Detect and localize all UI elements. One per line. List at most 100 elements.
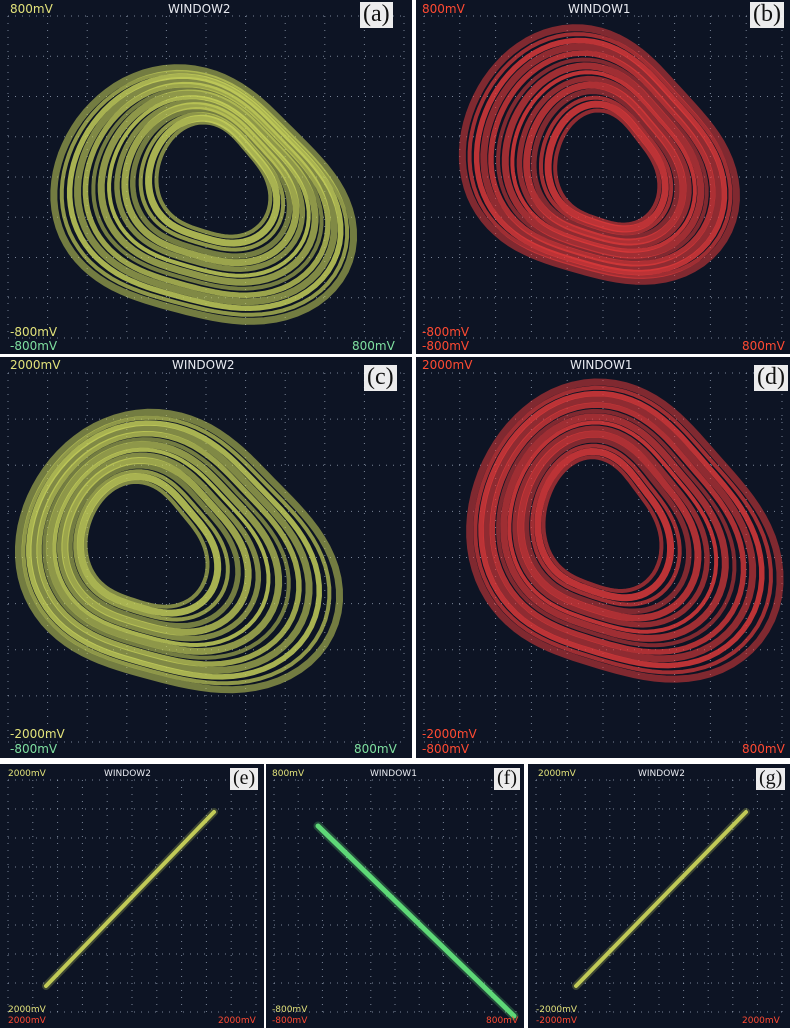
panel-tag: (f): [494, 768, 520, 790]
trace-path: [466, 378, 784, 683]
window-title: WINDOW1: [570, 358, 633, 372]
trace-path: [74, 76, 338, 306]
window-title: WINDOW1: [370, 769, 417, 779]
trace-path: [496, 57, 709, 262]
trace-path: [154, 120, 273, 239]
y-top-label: 800mV: [422, 2, 465, 16]
trace-path: [45, 440, 283, 655]
trace-path: [517, 430, 702, 622]
scope-screen-d: [423, 372, 784, 743]
trace-path: [500, 413, 729, 642]
scope-panel-a: 800mV WINDOW2 -800mV -800mV 800mV (a): [0, 0, 412, 354]
panel-tag: (b): [750, 2, 784, 28]
window-title: WINDOW2: [638, 769, 685, 779]
y-top-label: 2000mV: [8, 769, 46, 779]
trace-path: [73, 469, 230, 622]
x-left-label: -800mV: [422, 742, 470, 756]
scope-panel-c: 2000mV WINDOW2 -2000mV -800mV 800mV (c): [0, 357, 412, 758]
trace-path: [501, 62, 705, 259]
trace-path: [531, 88, 680, 241]
panel-tag: (g): [756, 768, 786, 790]
trace-path: [36, 430, 302, 667]
trace-path: [483, 395, 757, 663]
scope-panel-g: 2000mV WINDOW2 -2000mV -2000mV 2000mV (g…: [528, 764, 790, 1028]
x-right-label: 800mV: [354, 742, 397, 756]
trace-path: [480, 43, 723, 272]
trace-path: [15, 408, 343, 694]
trace-path: [478, 390, 765, 669]
window-title: WINDOW2: [168, 2, 231, 16]
x-left-label: -800mV: [10, 339, 58, 353]
trace-path: [553, 108, 662, 227]
y-bottom-label: -2000mV: [422, 727, 477, 741]
trace-path: [496, 408, 737, 648]
y-bottom-label: -2000mV: [10, 727, 65, 741]
x-right-label: 800mV: [742, 339, 785, 353]
trace-path: [52, 447, 271, 647]
trace-path: [97, 89, 319, 286]
window-title: WINDOW2: [104, 769, 151, 779]
trace-path: [42, 437, 291, 660]
trace-path: [315, 823, 517, 1019]
trace-path: [44, 810, 216, 988]
trace-path: [489, 402, 747, 655]
trace-path: [76, 473, 222, 617]
scope-screen-g: [535, 779, 783, 1013]
trace-path: [539, 95, 674, 236]
trace-path: [507, 420, 719, 634]
trace-path: [488, 50, 716, 267]
panel-tag: (c): [364, 365, 397, 391]
trace-path: [473, 385, 773, 675]
trace-path: [107, 95, 311, 278]
trace-path: [510, 70, 697, 253]
y-top-label: 2000mV: [422, 358, 473, 372]
x-left-label: -2000mV: [536, 1016, 578, 1026]
trace-path: [56, 452, 262, 642]
x-right-label: 800mV: [742, 742, 785, 756]
y-bottom-label: 2000mV: [8, 1005, 46, 1015]
scope-panel-d: 2000mV WINDOW1 -2000mV -800mV 800mV (d): [416, 357, 790, 758]
trace-path: [467, 32, 733, 279]
x-right-label: 2000mV: [742, 1016, 780, 1026]
trace-path: [21, 415, 332, 686]
x-right-label: 800mV: [352, 339, 395, 353]
trace-d: [466, 378, 784, 683]
scope-screen-a: [7, 15, 405, 339]
trace-path: [512, 425, 710, 628]
x-left-label: -800mV: [272, 1016, 308, 1026]
y-top-label: 800mV: [10, 2, 53, 16]
trace-path: [59, 69, 350, 317]
y-bottom-label: -800mV: [10, 325, 58, 339]
y-top-label: 2000mV: [10, 358, 61, 372]
trace-c: [15, 408, 343, 694]
trace-path: [26, 420, 322, 680]
scope-screen-c: [7, 372, 405, 743]
trace-path: [534, 448, 674, 602]
y-bottom-label: -2000mV: [536, 1005, 578, 1015]
window-title: WINDOW1: [568, 2, 631, 16]
trace-path: [544, 100, 669, 233]
trace-g: [572, 808, 750, 990]
panel-tag: (a): [360, 2, 393, 28]
trace-path: [83, 479, 210, 609]
trace-path: [121, 102, 300, 267]
scope-screen-b: [423, 15, 783, 339]
panel-tag: (d): [754, 365, 788, 391]
x-left-label: -800mV: [422, 339, 470, 353]
trace-path: [61, 457, 252, 636]
trace-path: [130, 107, 293, 259]
trace-f: [313, 821, 519, 1021]
trace-path: [473, 37, 728, 276]
trace-path: [530, 443, 682, 607]
x-left-label: 2000mV: [8, 1016, 46, 1026]
trace-path: [523, 81, 687, 246]
panel-tag: (e): [230, 768, 259, 790]
window-title: WINDOW2: [172, 358, 235, 372]
trace-path: [50, 64, 357, 325]
y-bottom-label: -800mV: [422, 325, 470, 339]
y-top-label: 2000mV: [538, 769, 576, 779]
trace-path: [145, 114, 281, 247]
y-bottom-label: -800mV: [272, 1005, 308, 1015]
scope-panel-b: 800mV WINDOW1 -800mV -800mV 800mV (b): [416, 0, 790, 354]
trace-path: [523, 437, 692, 615]
